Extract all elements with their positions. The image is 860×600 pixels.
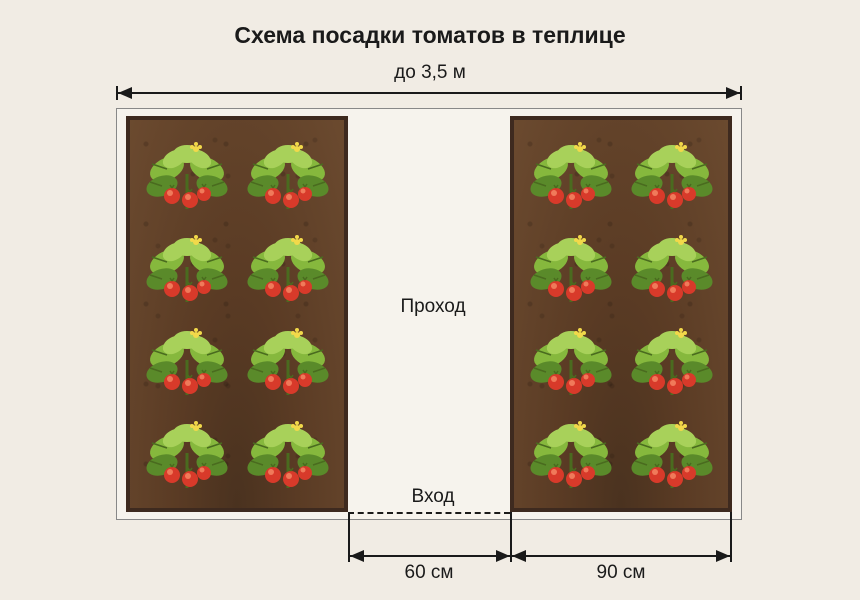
entrance-dash	[348, 512, 510, 514]
tomato-plant	[243, 320, 333, 402]
tomato-plant	[243, 413, 333, 495]
tomato-plant	[627, 413, 717, 495]
tomato-plant	[526, 227, 616, 309]
tomato-plant	[627, 320, 717, 402]
bed-width-label: 90 см	[510, 562, 732, 584]
dim-tick	[740, 86, 742, 100]
tomato-plant	[142, 413, 232, 495]
page-title: Схема посадки томатов в теплице	[0, 22, 860, 49]
bed-right	[510, 116, 732, 512]
tomato-plant	[526, 134, 616, 216]
tomato-plant	[243, 227, 333, 309]
aisle-label: Проход	[358, 296, 508, 318]
tomato-plant	[142, 134, 232, 216]
tomato-plant	[243, 134, 333, 216]
tomato-plant	[627, 227, 717, 309]
dim-line-bed	[510, 555, 732, 557]
tomato-plant	[526, 413, 616, 495]
arrow-icon	[726, 87, 740, 99]
entrance-label: Вход	[358, 486, 508, 508]
plant-grid	[130, 120, 344, 508]
aisle-width-label: 60 см	[348, 562, 510, 584]
tomato-plant	[142, 227, 232, 309]
plant-grid	[514, 120, 728, 508]
arrow-icon	[350, 550, 364, 562]
tomato-plant	[627, 134, 717, 216]
dim-line-aisle	[348, 555, 510, 557]
arrow-icon	[716, 550, 730, 562]
tomato-plant	[526, 320, 616, 402]
tomato-plant	[142, 320, 232, 402]
arrow-icon	[118, 87, 132, 99]
dim-line-top	[116, 92, 742, 94]
arrow-icon	[512, 550, 526, 562]
arrow-icon	[496, 550, 510, 562]
bed-left	[126, 116, 348, 512]
total-width-label: до 3,5 м	[0, 62, 860, 84]
